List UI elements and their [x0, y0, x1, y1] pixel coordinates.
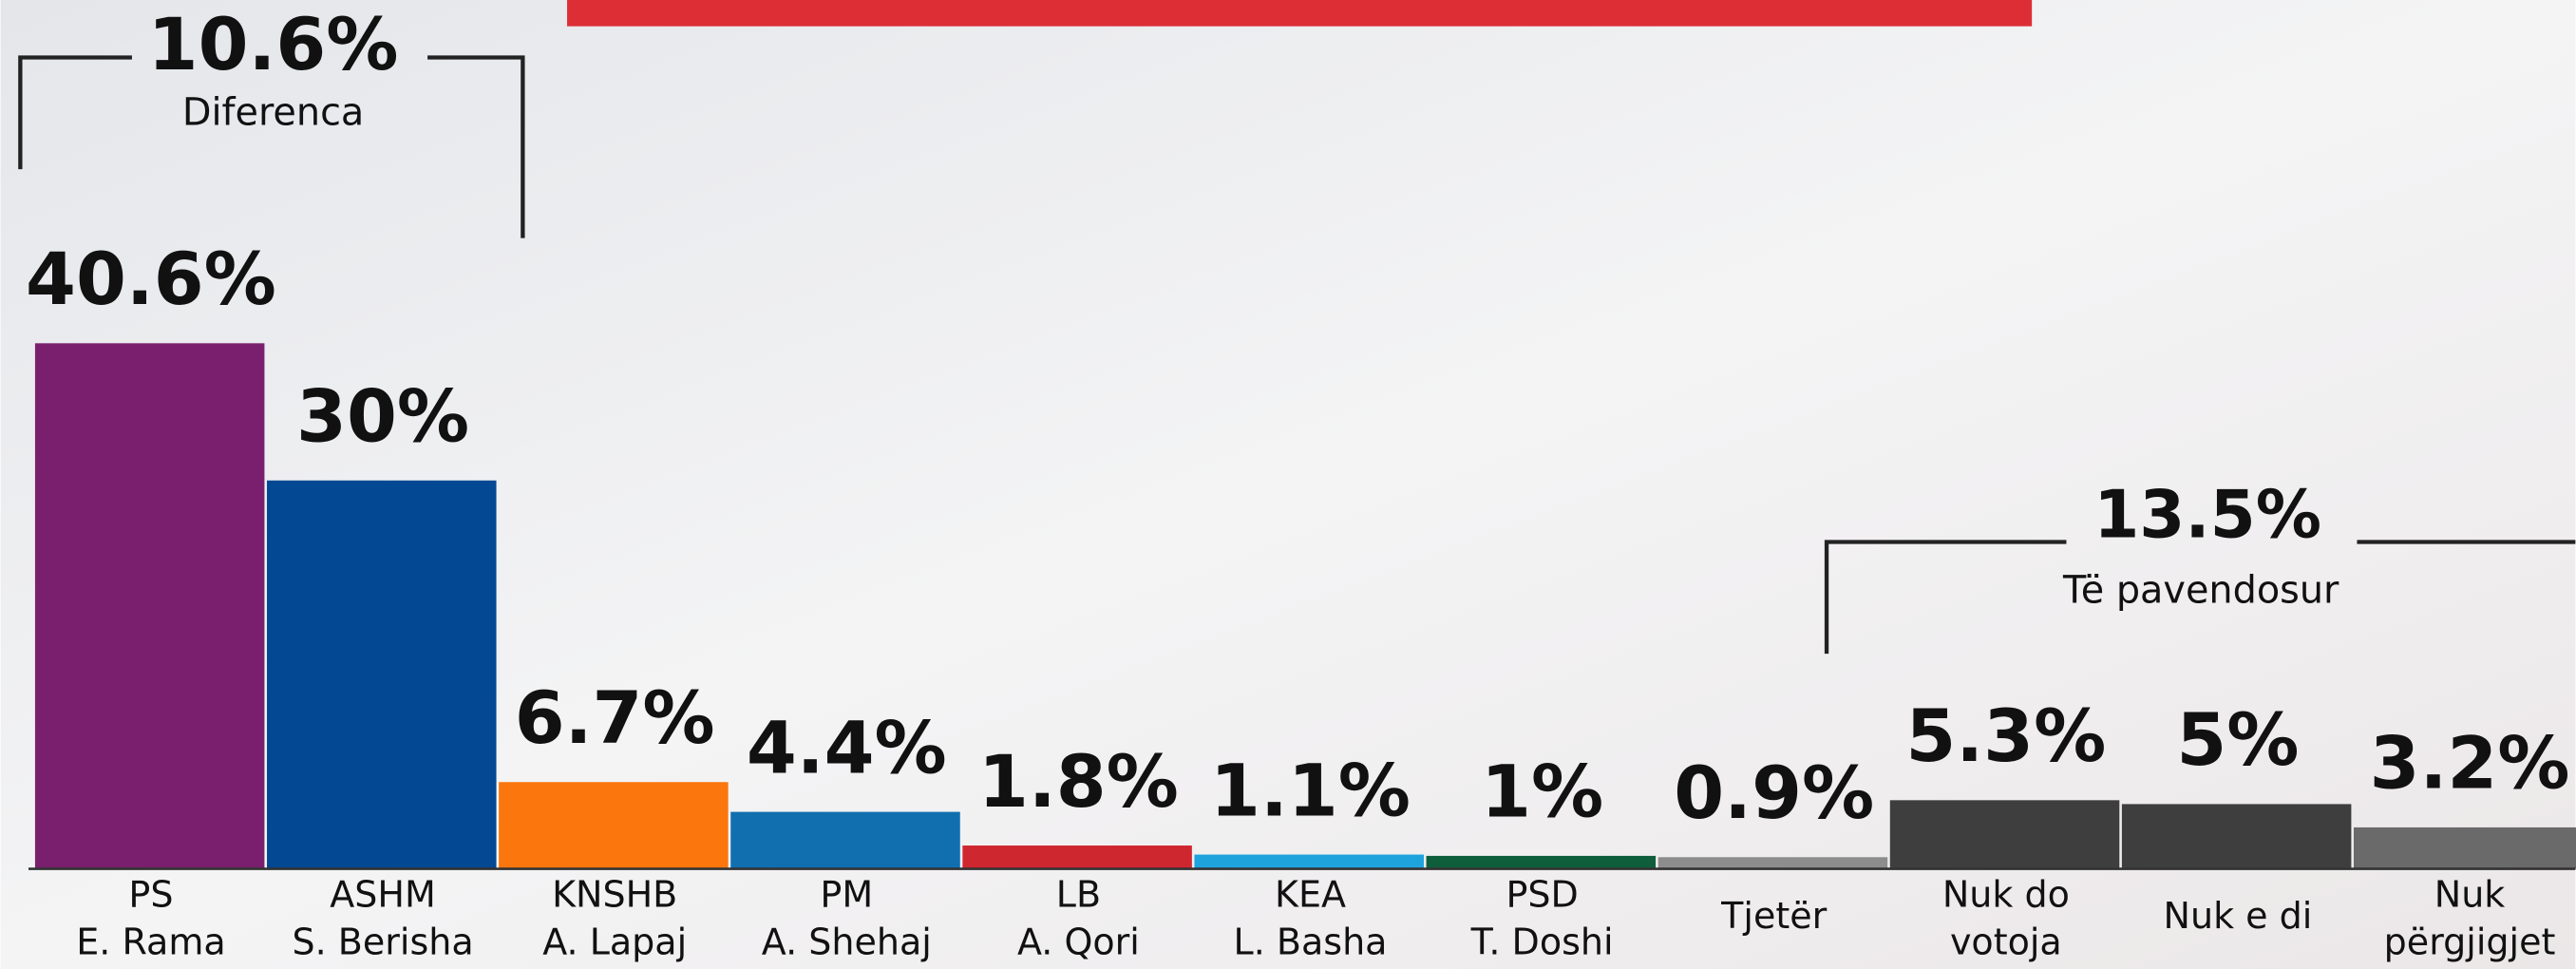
value-label: 5.3%: [1905, 694, 2106, 778]
value-label: 6.7%: [515, 675, 715, 760]
x-tick-label: A. Lapaj: [542, 922, 687, 963]
value-label: 40.6%: [26, 237, 276, 321]
value-label: 0.9%: [1674, 750, 1874, 835]
brackets: [18, 55, 2576, 655]
x-tick-label: A. Shehaj: [762, 922, 932, 963]
annotation-text: Diferenca: [182, 91, 364, 135]
x-tick-label: ASHM: [330, 873, 436, 915]
value-label: 5%: [2176, 697, 2299, 782]
x-tick-label: A. Qori: [1017, 922, 1140, 963]
annotation-value: 10.6%: [148, 2, 399, 86]
bar: [2121, 804, 2352, 869]
banner: [567, 0, 2033, 27]
x-tick-label: E. Rama: [76, 922, 225, 963]
bar: [962, 846, 1192, 869]
value-label: 1%: [1481, 750, 1603, 834]
value-label: 30%: [296, 374, 469, 459]
bar: [1889, 800, 2120, 869]
bar: [499, 782, 729, 869]
x-tick-label: PM: [820, 873, 873, 915]
bar: [1426, 855, 1657, 869]
x-tick-label: përgjigjet: [2384, 922, 2556, 963]
x-tick-label: KEA: [1275, 873, 1346, 915]
x-tick-label: KNSHB: [552, 873, 677, 915]
x-tick-label: Nuk e di: [2164, 895, 2313, 937]
annotation-text: Të pavendosur: [2062, 569, 2339, 613]
bracket: [427, 55, 525, 238]
bar: [730, 811, 960, 869]
x-tick-label: Tjetër: [1720, 895, 1827, 937]
bar: [34, 343, 265, 869]
x-tick-label: Nuk do: [1942, 873, 2070, 915]
bracket: [18, 55, 132, 170]
value-label: 1.8%: [978, 739, 1179, 824]
bar: [2354, 826, 2576, 869]
x-tick-label: votoja: [1950, 922, 2062, 963]
value-label: 1.1%: [1210, 748, 1411, 832]
bracket: [1824, 540, 2067, 655]
value-label: 4.4%: [747, 705, 947, 789]
x-tick-label: Nuk: [2434, 873, 2506, 915]
x-tick-label: PS: [128, 873, 173, 915]
bar: [1657, 857, 1888, 869]
x-tick-label: PSD: [1506, 873, 1578, 915]
bar: [267, 480, 497, 869]
x-tick-label: LB: [1056, 873, 1101, 915]
value-label: 3.2%: [2370, 721, 2570, 806]
x-tick-label: L. Basha: [1234, 922, 1388, 963]
x-tick-label: S. Berisha: [292, 922, 473, 963]
bar: [1194, 854, 1424, 869]
x-tick-label: T. Doshi: [1470, 922, 1614, 963]
annotation-value: 13.5%: [2093, 477, 2321, 553]
